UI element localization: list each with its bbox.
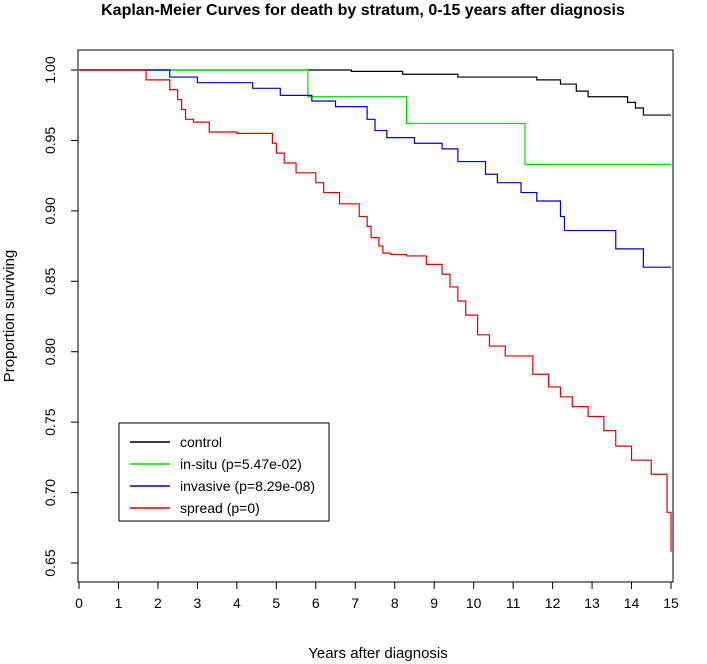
x-tick-label: 11: [506, 595, 521, 611]
x-tick-label: 0: [75, 595, 83, 611]
x-tick-label: 7: [351, 595, 359, 611]
chart-title: Kaplan-Meier Curves for death by stratum…: [101, 2, 625, 19]
x-axis-label: Years after diagnosis: [308, 645, 448, 662]
y-tick-label: 0.95: [42, 127, 58, 154]
series-line-control: [79, 69, 671, 116]
legend-entries: control in-situ (p=5.47e-02) invasive (p=8…: [130, 434, 315, 516]
legend-label-control: control: [180, 434, 222, 450]
x-tick-label: 13: [584, 595, 600, 611]
x-tick-label: 10: [466, 595, 482, 611]
plot-frame: [77, 49, 674, 583]
legend-label-in-situ: in-situ (p=5.47e-02): [180, 456, 302, 472]
x-tick-label: 1: [115, 595, 123, 611]
y-tick-label: 0.75: [42, 408, 58, 435]
y-tick-label: 1.00: [42, 56, 58, 83]
y-axis: 0.65 0.70 0.75 0.80 0.85 0.90 0.95 1.00: [42, 56, 78, 577]
legend-label-spread: spread (p=0): [180, 500, 260, 516]
x-tick-label: 6: [312, 595, 320, 611]
y-tick-label: 0.80: [42, 338, 58, 365]
x-tick-label: 3: [194, 595, 202, 611]
series-layer: [79, 69, 672, 552]
y-tick-label: 0.65: [42, 549, 58, 576]
series-line-in-situ: [79, 69, 671, 165]
legend-label-invasive: invasive (p=8.29e-08): [180, 478, 315, 494]
y-tick-label: 0.85: [42, 267, 58, 294]
x-tick-label: 12: [545, 595, 561, 611]
x-axis: 0 1 2 3 4 5 6 7 8 9 10 11 12 13 14 15: [75, 582, 679, 611]
x-tick-label: 15: [663, 595, 679, 611]
y-tick-label: 0.70: [42, 479, 58, 506]
series-line-invasive: [79, 69, 671, 268]
y-axis-label: Proportion surviving: [1, 250, 18, 383]
x-tick-label: 8: [391, 595, 399, 611]
x-tick-label: 5: [272, 595, 280, 611]
x-tick-label: 9: [430, 595, 438, 611]
x-tick-label: 4: [233, 595, 241, 611]
legend: control in-situ (p=5.47e-02) invasive (p=8…: [118, 422, 330, 522]
series-line-spread: [79, 69, 672, 552]
y-tick-label: 0.90: [42, 197, 58, 224]
legend-box: [118, 422, 330, 522]
x-tick-label: 2: [154, 595, 162, 611]
x-tick-label: 14: [624, 595, 640, 611]
